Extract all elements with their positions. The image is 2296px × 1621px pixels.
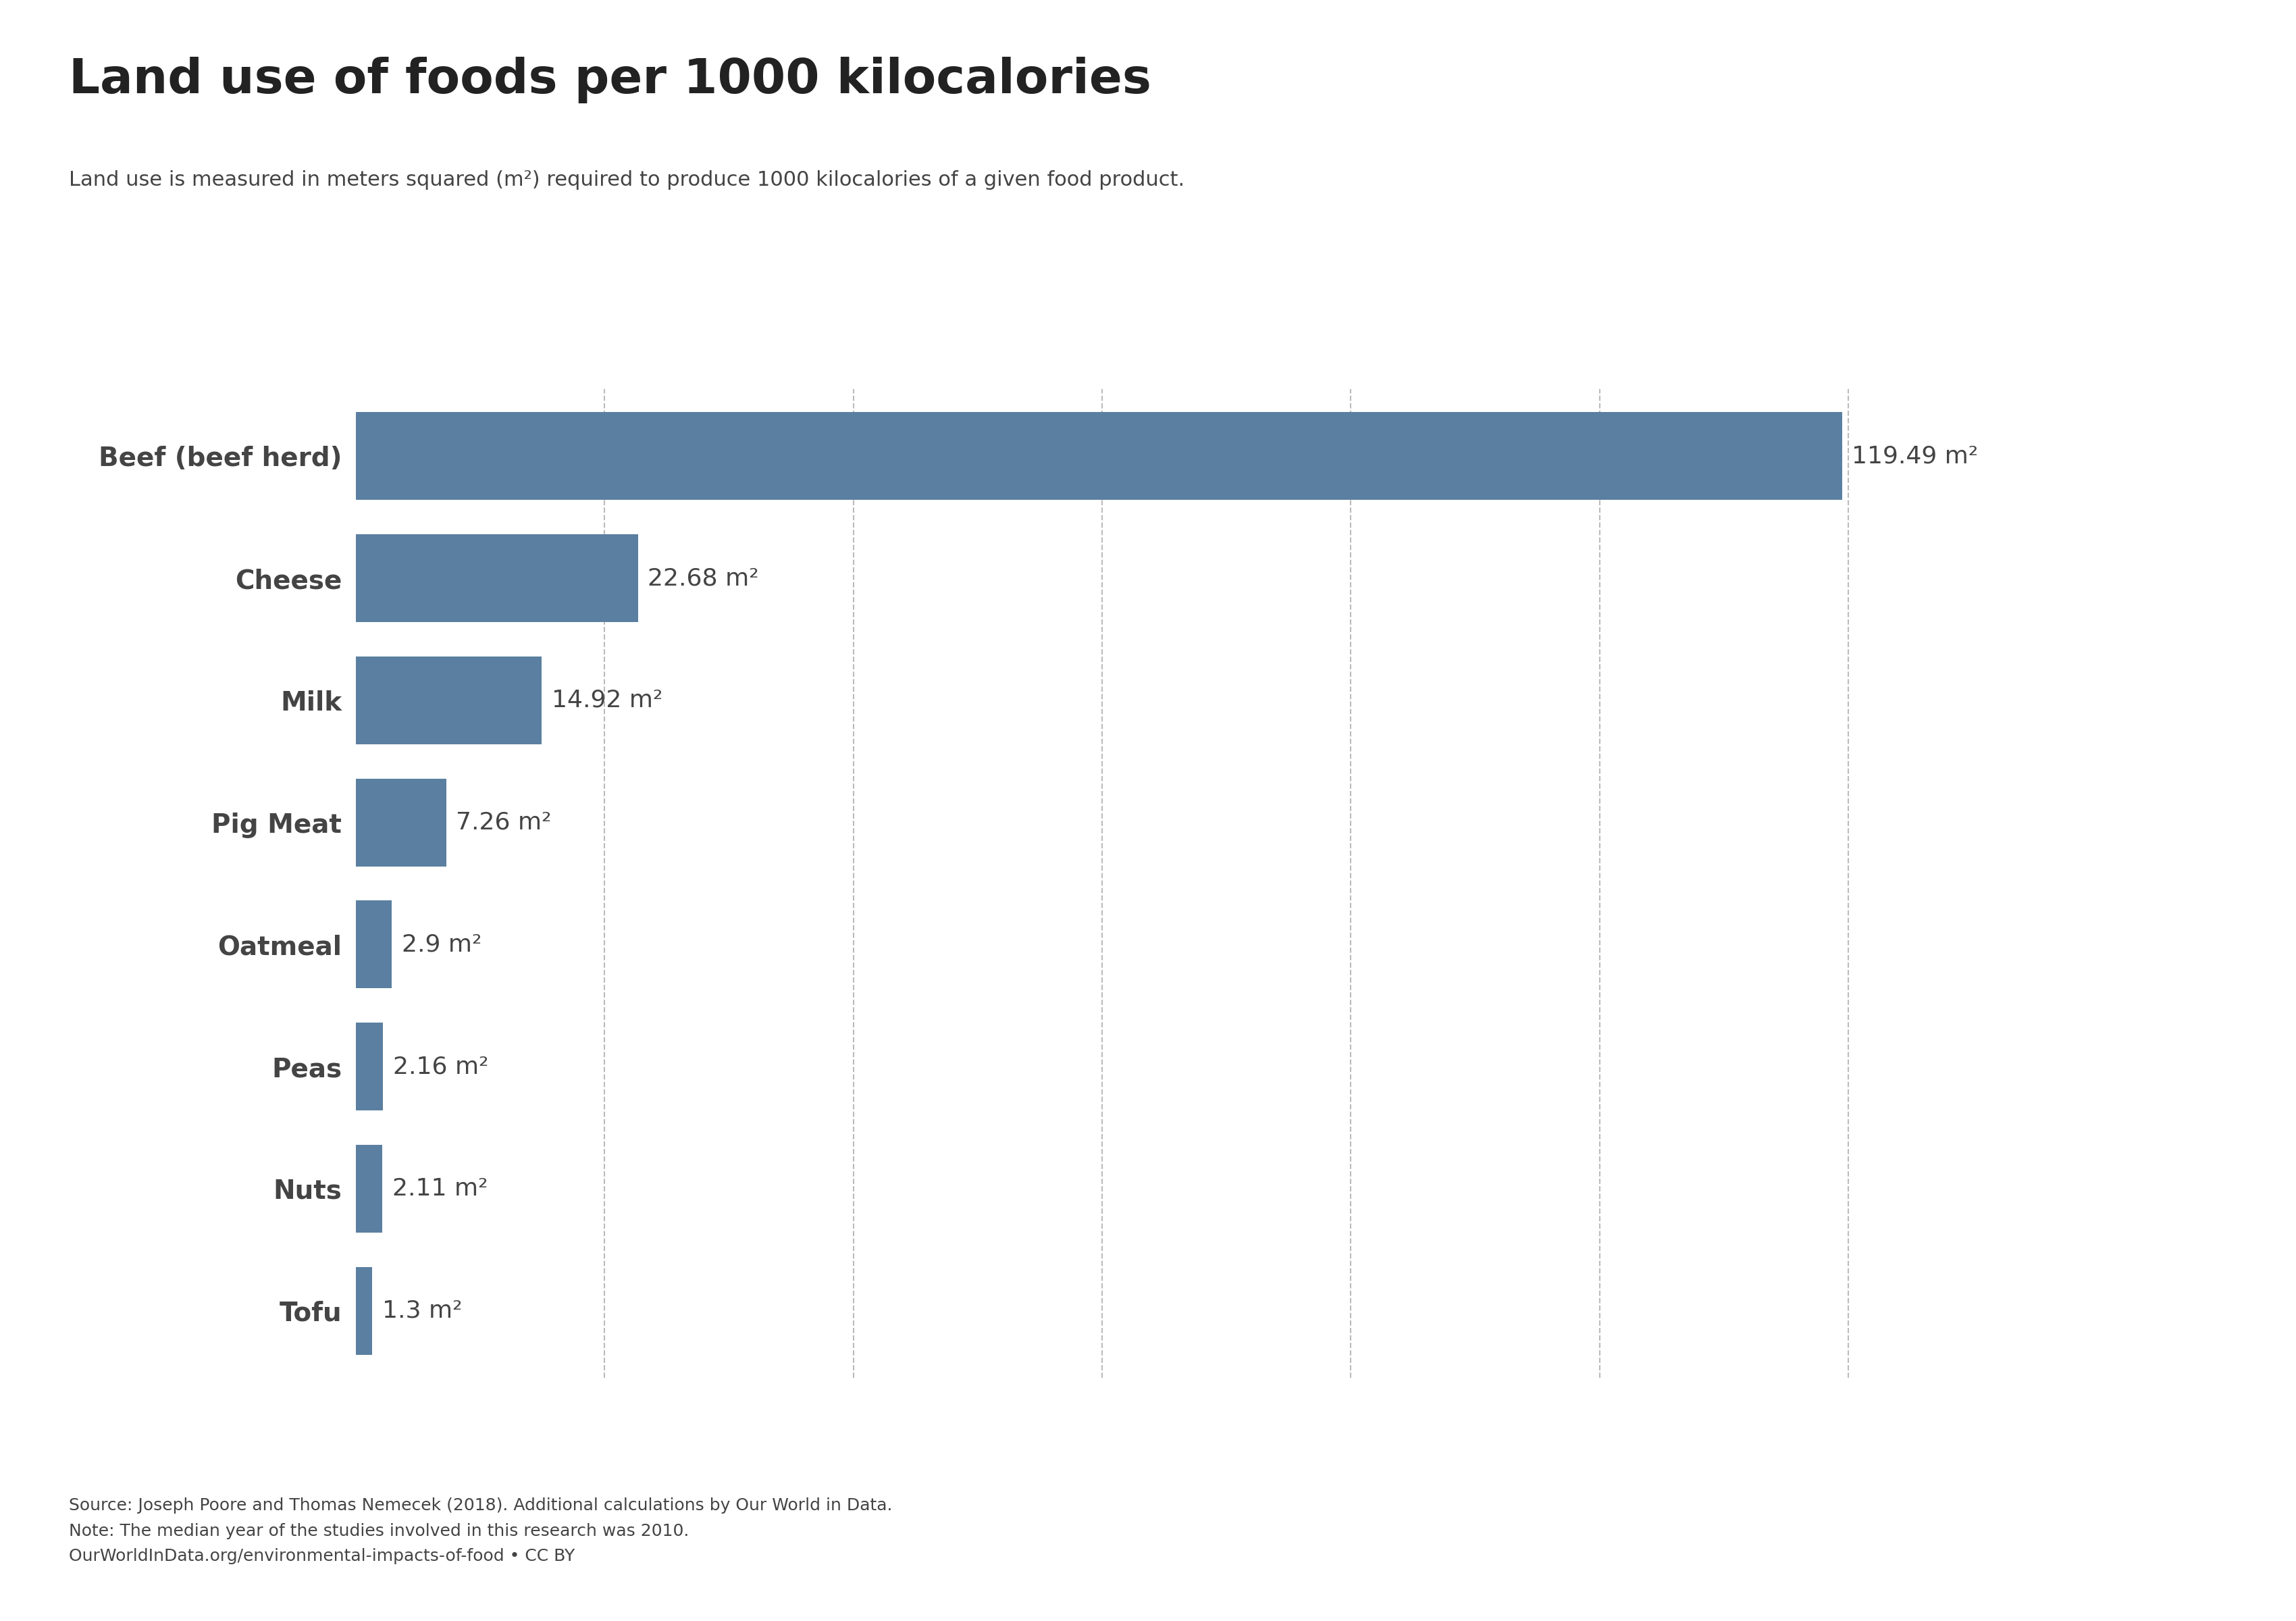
Text: 2.16 m²: 2.16 m² [393,1055,489,1078]
Text: 119.49 m²: 119.49 m² [1853,444,1979,468]
Text: Our World: Our World [2066,75,2183,94]
Bar [356,1144,381,1232]
Text: Source: Joseph Poore and Thomas Nemecek (2018). Additional calculations by Our W: Source: Joseph Poore and Thomas Nemecek … [69,1498,893,1564]
Bar [356,778,445,866]
Bar [356,901,393,989]
Text: 2.11 m²: 2.11 m² [393,1177,487,1200]
Text: 7.26 m²: 7.26 m² [457,810,551,833]
Bar [356,412,1841,501]
Text: Land use of foods per 1000 kilocalories: Land use of foods per 1000 kilocalories [69,57,1150,104]
Text: 1.3 m²: 1.3 m² [381,1298,461,1323]
Bar [356,657,542,744]
Text: in Data: in Data [2082,126,2167,148]
Bar [356,535,638,622]
Bar [356,1266,372,1355]
Text: Land use is measured in meters squared (m²) required to produce 1000 kilocalorie: Land use is measured in meters squared (… [69,170,1185,190]
Text: 2.9 m²: 2.9 m² [402,934,482,956]
Bar [356,1023,383,1110]
Text: 22.68 m²: 22.68 m² [647,567,760,590]
Text: 14.92 m²: 14.92 m² [551,689,661,712]
